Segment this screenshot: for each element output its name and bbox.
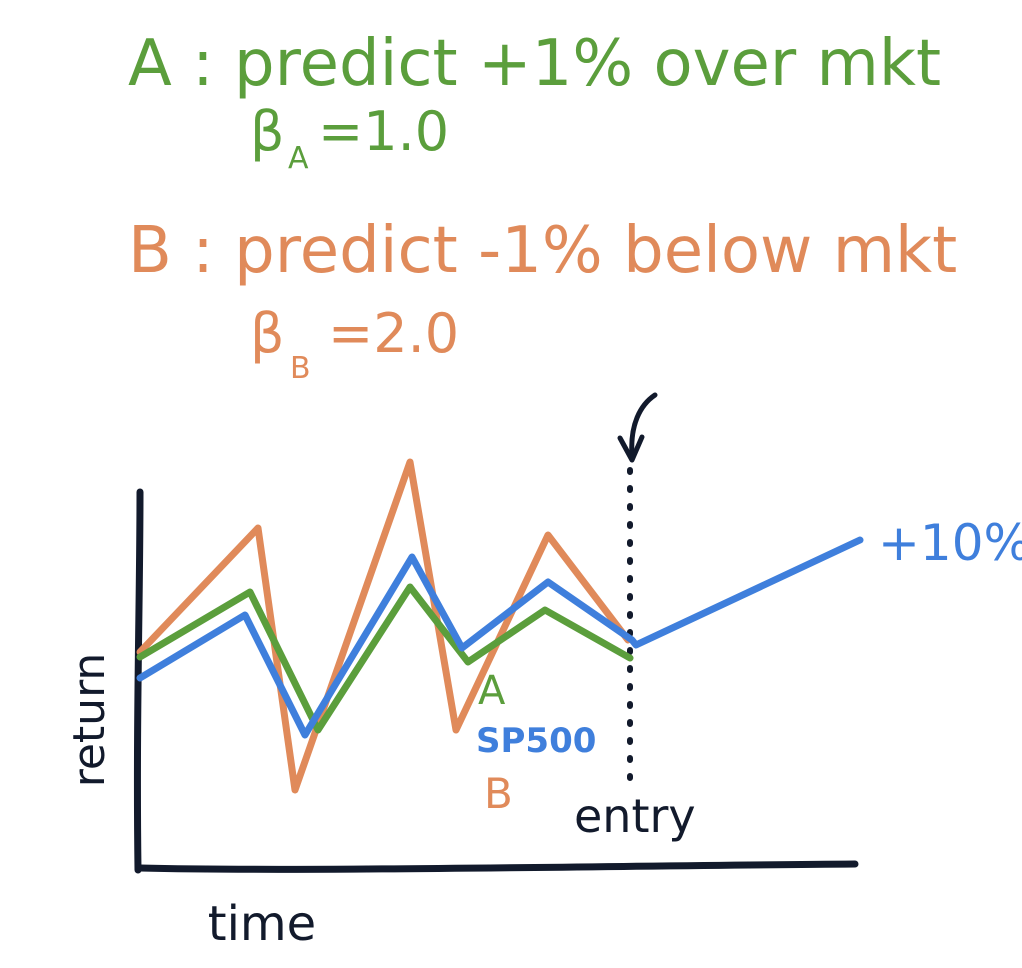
beta-b-value: =2.0 [328,302,459,365]
series-label-a: A [478,668,506,714]
stock-b-line [136,458,632,794]
beta-a-value: =1.0 [318,100,449,163]
stock-a-prediction: A : predict +1% over mkt [128,27,941,101]
entry-arrow-head [617,434,645,463]
beta-b-subscript: B [290,351,311,386]
series-label-sp500: SP500 [476,721,596,761]
after-entry-return-label: +10% [878,514,1022,572]
entry-label: entry [574,789,696,843]
series-label-b: B [484,769,513,818]
beta-b-symbol: β [250,302,284,365]
beta-a-subscript: A [288,141,309,176]
stock-b-prediction: B : predict -1% below mkt [128,214,957,288]
entry-arrow [629,392,658,458]
stock-b-note: B : predict -1% below mkt β B =2.0 [128,214,957,386]
stock-a-note: A : predict +1% over mkt β A =1.0 [128,27,941,176]
x-axis [136,860,859,873]
stock-a-line [136,583,634,734]
beta-a-symbol: β [250,100,284,163]
x-axis-label: time [208,896,316,952]
sp500-line [136,536,864,739]
chart: return time entry A SP500 B +10% [64,392,1022,952]
y-axis-label: return [64,653,115,788]
y-axis [133,488,144,874]
